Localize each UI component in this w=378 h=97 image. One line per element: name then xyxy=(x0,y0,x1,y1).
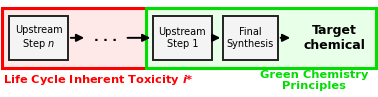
Text: Final
Synthesis: Final Synthesis xyxy=(227,27,274,49)
Bar xyxy=(146,8,376,68)
Text: Upstream
Step 1: Upstream Step 1 xyxy=(159,27,206,49)
Text: Target
chemical: Target chemical xyxy=(304,24,366,52)
Bar xyxy=(153,16,212,60)
Bar xyxy=(2,8,219,68)
Text: Green Chemistry
Principles: Green Chemistry Principles xyxy=(260,70,368,91)
Text: . . .: . . . xyxy=(94,31,116,44)
Bar xyxy=(9,16,68,60)
Text: Life Cycle Inherent Toxicity $\bfit{i}$*: Life Cycle Inherent Toxicity $\bfit{i}$* xyxy=(3,73,194,87)
Bar xyxy=(223,16,278,60)
Text: Upstream
Step $n$: Upstream Step $n$ xyxy=(15,25,62,51)
